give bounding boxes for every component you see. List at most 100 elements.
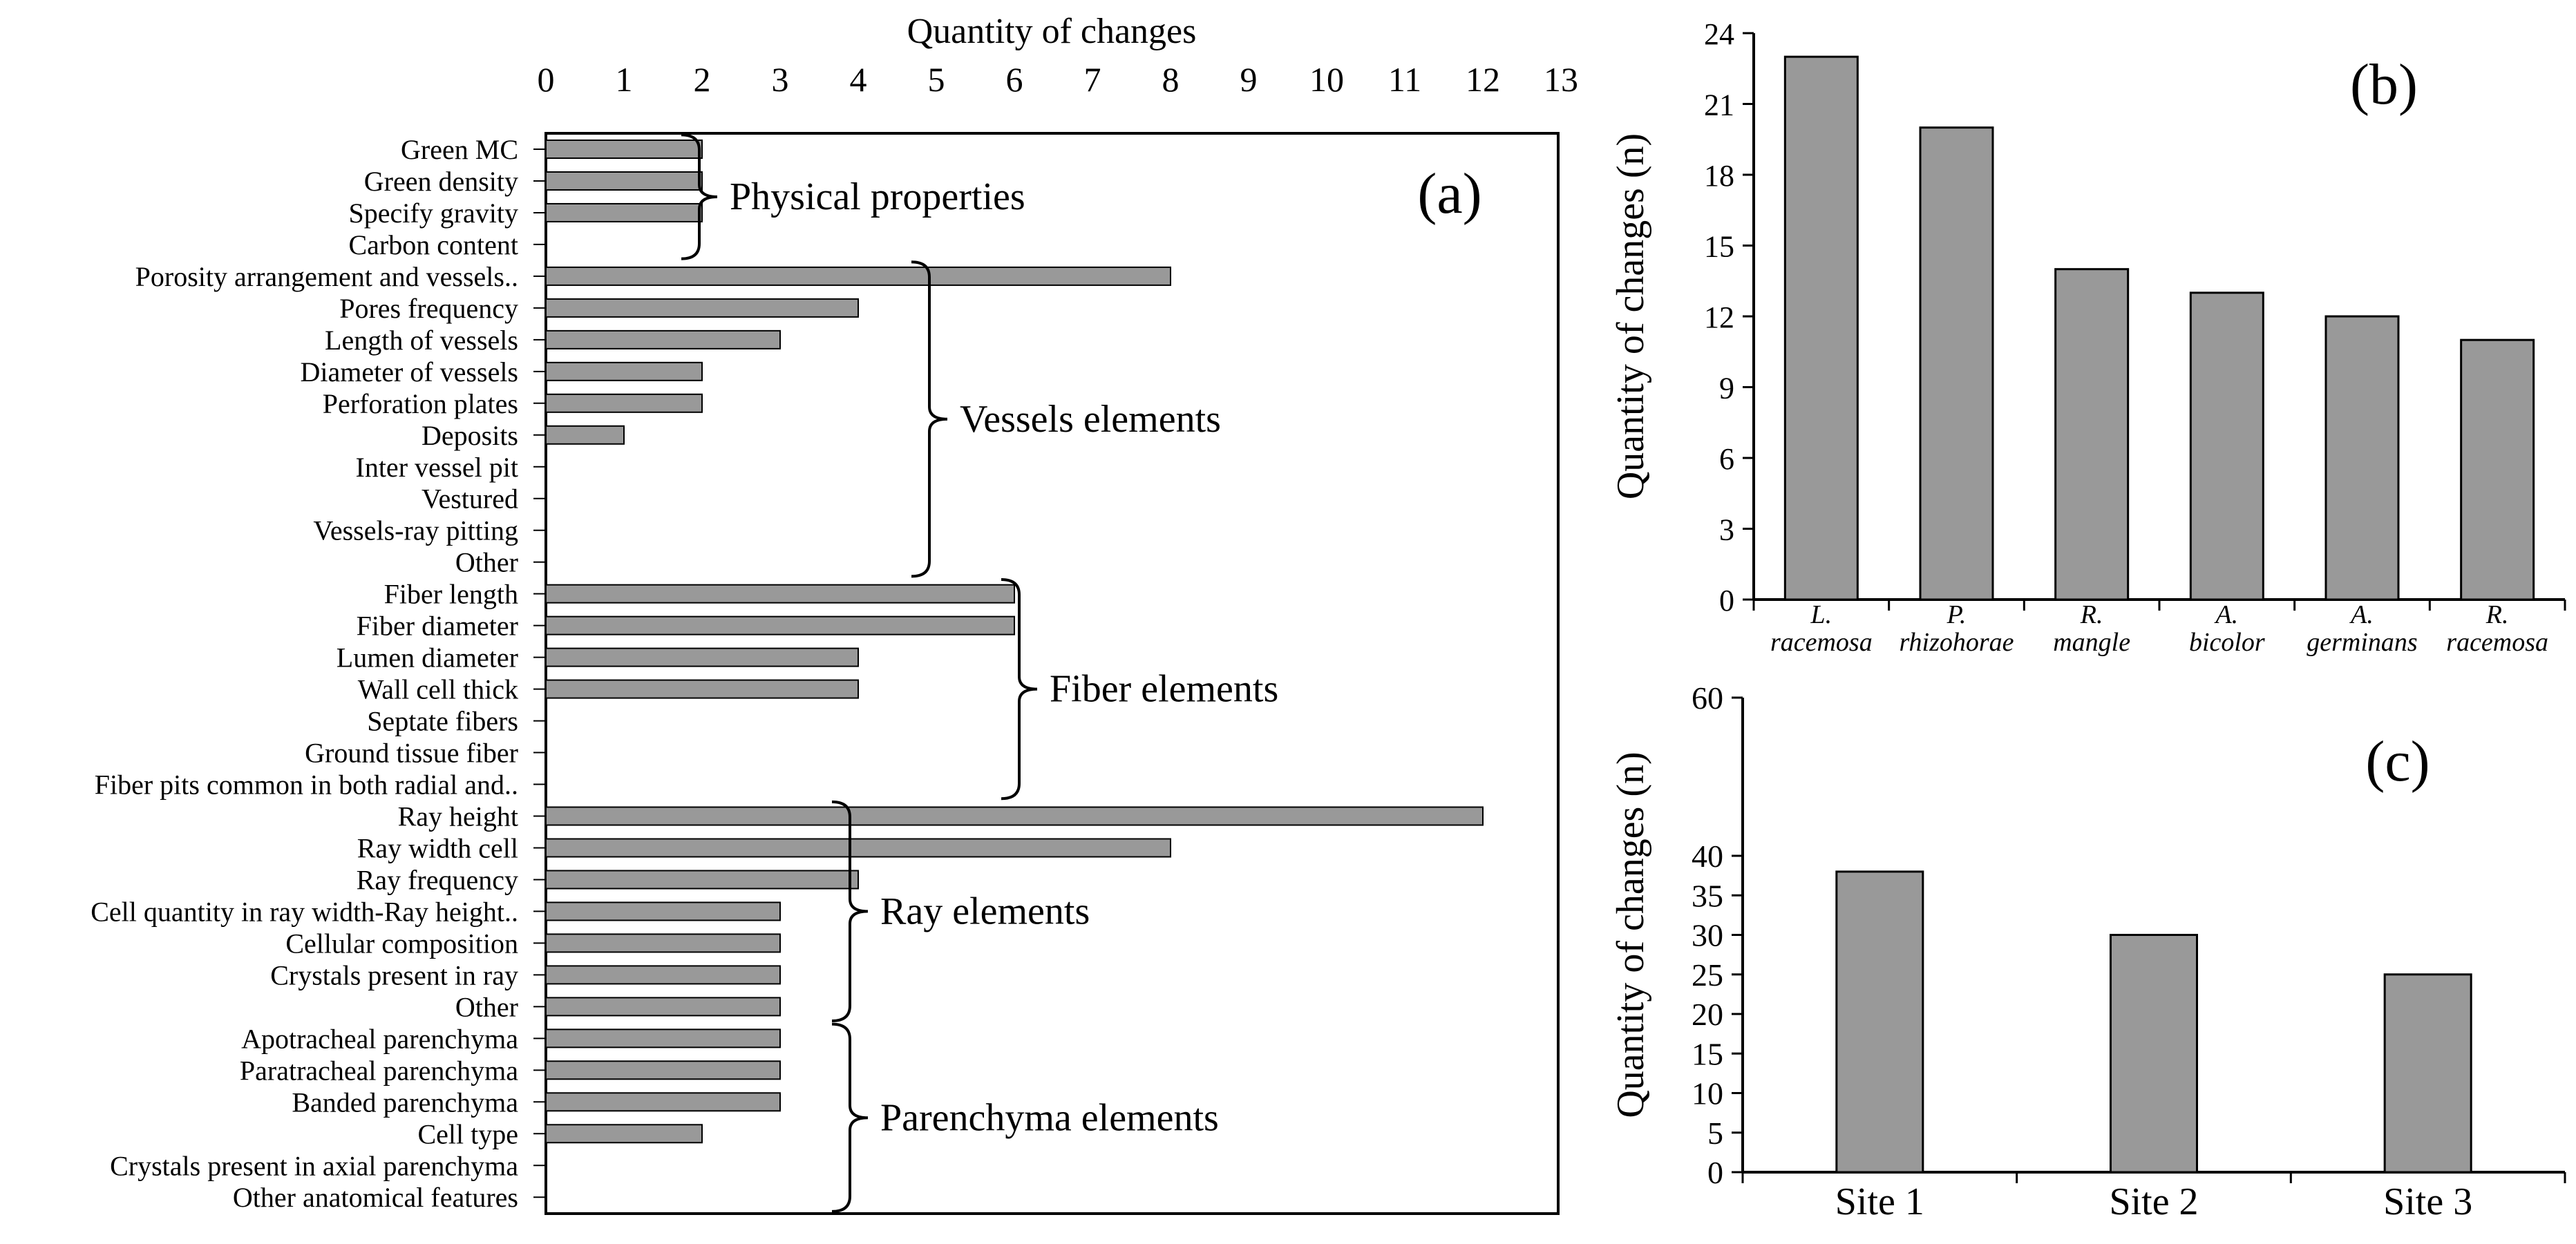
y-tick-label: 30 — [1692, 918, 1723, 953]
category-label-line2: mangle — [2053, 628, 2130, 657]
bar — [545, 997, 781, 1017]
bar — [1783, 55, 1859, 601]
x-tick-label: 11 — [1388, 60, 1421, 99]
bar — [1919, 126, 1994, 601]
bar — [545, 425, 625, 445]
category-label: Other — [455, 547, 518, 578]
y-tick-label: 9 — [1719, 372, 1734, 405]
bar — [545, 806, 1484, 826]
category-label-line2: bicolor — [2189, 628, 2265, 657]
category-label: Ray width cell — [357, 832, 518, 863]
panel-label: (a) — [1417, 162, 1481, 226]
x-tick-label: 10 — [1309, 60, 1344, 99]
y-tick-label: 18 — [1704, 159, 1734, 193]
y-tick-label: 0 — [1707, 1155, 1723, 1190]
bar — [545, 615, 1015, 635]
y-tick-label: 20 — [1692, 997, 1723, 1032]
category-label-line2: germinans — [2307, 628, 2417, 657]
bar — [545, 1028, 781, 1049]
x-tick-label: 9 — [1240, 60, 1258, 99]
bar — [545, 171, 703, 191]
x-tick-label: 7 — [1084, 60, 1101, 99]
y-tick-label: 40 — [1692, 839, 1723, 874]
y-axis-title: Quantity of changes (n) — [1609, 752, 1652, 1118]
category-label-line1: A. — [2349, 600, 2374, 629]
bar — [545, 647, 859, 667]
category-label: Crystals present in axial parenchyma — [110, 1150, 518, 1181]
y-tick-label: 21 — [1704, 88, 1734, 122]
x-tick-label: 4 — [850, 60, 867, 99]
category-label-line1: R. — [2080, 600, 2103, 629]
category-label: Fiber pits common in both radial and.. — [95, 769, 518, 801]
bar — [545, 329, 781, 350]
bar — [545, 361, 703, 381]
y-tick-label: 60 — [1692, 680, 1723, 716]
y-tick-label: 24 — [1704, 17, 1734, 51]
category-label: Ray frequency — [357, 864, 518, 895]
category-label: Pores frequency — [339, 293, 518, 324]
category-label: Apotracheal parenchyma — [241, 1023, 518, 1054]
category-label: Length of vessels — [325, 325, 518, 356]
x-tick-label: 3 — [772, 60, 789, 99]
category-label-line1: A. — [2213, 600, 2238, 629]
category-label: Perforation plates — [323, 388, 518, 419]
bar — [1835, 870, 1924, 1174]
category-label: Deposits — [422, 420, 518, 451]
bar — [2054, 268, 2130, 601]
panel-label: (b) — [2350, 52, 2418, 117]
bar — [545, 838, 1171, 858]
category-label: Diameter of vessels — [301, 356, 518, 387]
x-tick-label: 13 — [1544, 60, 1578, 99]
x-tick-label: 2 — [694, 60, 711, 99]
plot-frame — [544, 132, 1560, 1215]
y-tick-label: 15 — [1692, 1036, 1723, 1071]
category-label: Septate fibers — [367, 706, 518, 737]
group-brace — [831, 800, 869, 1023]
category-label: Banded parenchyma — [292, 1087, 518, 1118]
bar — [545, 139, 703, 159]
x-tick-label: 1 — [616, 60, 633, 99]
group-brace — [1001, 577, 1038, 801]
group-brace — [911, 260, 948, 578]
category-label: Inter vessel pit — [356, 452, 519, 483]
bar — [545, 1060, 781, 1080]
y-tick-label: 0 — [1719, 584, 1734, 618]
category-label-line2: racemosa — [2446, 628, 2548, 657]
y-tick-label: 15 — [1704, 230, 1734, 264]
bar — [545, 965, 781, 985]
y-tick-label: 6 — [1719, 442, 1734, 476]
bar — [545, 298, 859, 318]
category-label: Specify gravity — [349, 198, 519, 229]
group-label: Parenchyma elements — [880, 1096, 1219, 1139]
y-tick-label: 10 — [1692, 1076, 1723, 1111]
x-tick-label: 8 — [1162, 60, 1180, 99]
y-tick-label: 3 — [1719, 513, 1734, 547]
category-label-line1: P. — [1947, 600, 1967, 629]
category-label: Fiber diameter — [357, 611, 518, 642]
category-label: Cell quantity in ray width-Ray height.. — [91, 896, 518, 927]
y-axis-title: Quantity of changes (n) — [1609, 133, 1652, 499]
category-label: Porosity arrangement and vessels.. — [135, 261, 518, 292]
bar — [545, 679, 859, 699]
panel-a-title: Quantity of changes — [907, 12, 1197, 51]
bar — [2110, 934, 2198, 1174]
category-label: Lumen diameter — [337, 642, 518, 673]
category-label: Paratracheal parenchyma — [240, 1055, 518, 1086]
category-label-line2: rhizohorae — [1899, 628, 2014, 657]
bar — [545, 393, 703, 413]
bar — [545, 1092, 781, 1112]
bar — [545, 202, 703, 222]
bar — [2460, 338, 2535, 601]
panel-b-chart: 0 3 6 9 12 15 18 21 24 Quantity of changes (n) (b)… — [1609, 17, 2566, 657]
x-tick-label: 6 — [1006, 60, 1023, 99]
bar — [545, 584, 1015, 604]
category-label: Site 2 — [2109, 1180, 2198, 1223]
category-label-line1: L. — [1810, 600, 1832, 629]
y-tick-label: 35 — [1692, 878, 1723, 913]
bar — [2324, 315, 2400, 601]
category-label: Cellular composition — [285, 928, 518, 959]
category-label: Other anatomical features — [233, 1182, 518, 1213]
panel-c-chart: 0 5 10 15 20 25 30 35 40 60 Quantity of changes (n… — [1609, 680, 2566, 1223]
category-label: Site 3 — [2383, 1180, 2472, 1223]
